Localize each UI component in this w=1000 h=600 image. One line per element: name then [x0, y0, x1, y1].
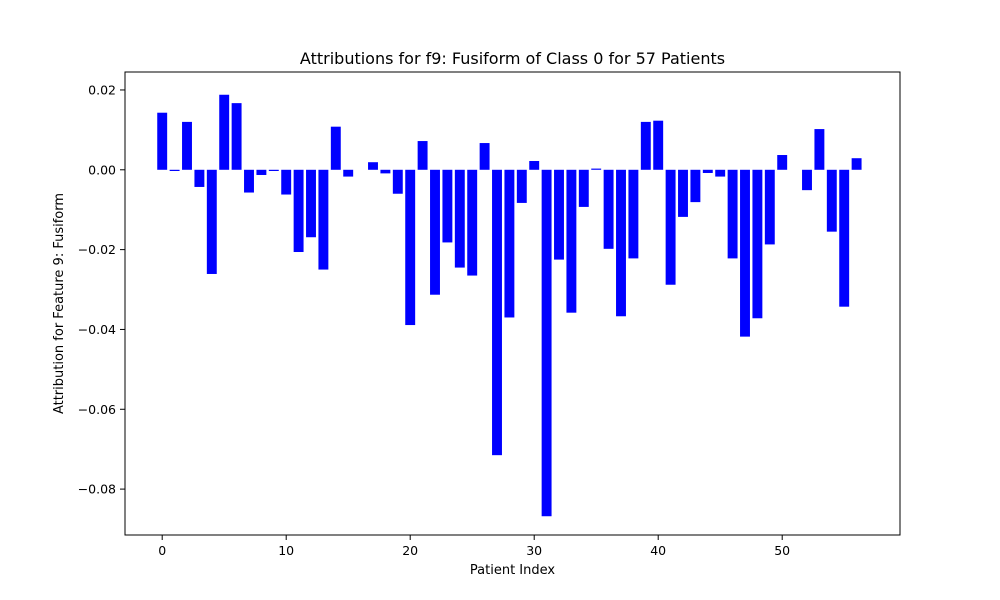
bar-patient-21 [417, 141, 428, 170]
x-tick-label: 20 [402, 543, 418, 558]
bar-patient-30 [529, 161, 540, 170]
y-tick-label: −0.04 [78, 322, 116, 337]
bar-patient-10 [281, 169, 292, 195]
bar-patient-53 [814, 129, 825, 170]
bar-patient-23 [442, 169, 453, 243]
bar-patient-1 [169, 169, 180, 171]
bar-patient-6 [231, 103, 242, 170]
x-axis: 0 10 20 30 40 50 [158, 535, 790, 558]
bar-patient-47 [740, 169, 750, 337]
bar-patient-4 [206, 169, 217, 274]
bar-patient-48 [752, 169, 763, 319]
bar-patient-56 [851, 158, 862, 170]
bar-patient-13 [318, 169, 329, 270]
bar-patient-42 [678, 169, 688, 217]
bar-patient-44 [702, 169, 713, 173]
bar-patient-2 [182, 121, 192, 170]
x-tick-label: 30 [526, 543, 542, 558]
bar-patient-32 [554, 169, 564, 260]
bar-patient-20 [405, 169, 416, 326]
bar-patient-34 [578, 169, 589, 207]
bar-patient-33 [566, 169, 577, 313]
bar-patient-36 [603, 169, 614, 249]
bar-patient-45 [715, 169, 726, 177]
bar-patient-49 [764, 169, 775, 245]
bar-patient-39 [640, 121, 651, 170]
x-tick-label: 10 [278, 543, 294, 558]
bar-patient-15 [343, 169, 354, 177]
bar-patient-38 [628, 169, 639, 259]
bar-patient-29 [516, 169, 527, 203]
bar-patient-3 [194, 169, 205, 187]
bar-patient-18 [380, 169, 391, 174]
bar-patient-41 [665, 169, 676, 285]
bar-patient-25 [467, 169, 478, 276]
y-tick-label: 0.00 [88, 162, 116, 177]
bars-group [157, 94, 862, 517]
bar-patient-14 [330, 126, 341, 170]
bar-patient-27 [492, 169, 502, 456]
bar-patient-28 [504, 169, 515, 318]
bar-patient-17 [368, 162, 378, 170]
y-tick-label: −0.06 [78, 402, 116, 417]
bar-patient-54 [826, 169, 837, 232]
y-tick-label: −0.08 [78, 482, 116, 497]
bar-patient-11 [293, 169, 304, 253]
bar-patient-43 [690, 169, 701, 203]
x-tick-label: 0 [158, 543, 166, 558]
bar-patient-31 [541, 169, 552, 517]
plot-frame [124, 71, 901, 536]
bar-patient-52 [802, 169, 812, 191]
bar-patient-19 [392, 169, 403, 194]
bar-patient-5 [219, 94, 230, 170]
x-tick-label: 50 [774, 543, 790, 558]
bar-patient-0 [157, 112, 168, 170]
bar-patient-55 [839, 169, 850, 307]
y-tick-label: −0.02 [78, 242, 116, 257]
bar-patient-8 [256, 169, 267, 175]
bar-patient-24 [454, 169, 465, 268]
bar-patient-46 [727, 169, 738, 259]
x-axis-label: Patient Index [470, 563, 555, 578]
chart-title: Attributions for f9: Fusiform of Class 0… [300, 49, 725, 68]
bar-patient-40 [653, 120, 664, 170]
y-axis-label: Attribution for Feature 9: Fusiform [52, 193, 67, 414]
bar-patient-26 [479, 143, 490, 170]
bar-patient-9 [268, 169, 279, 171]
y-tick-label: 0.02 [88, 82, 116, 97]
x-tick-label: 40 [650, 543, 666, 558]
bar-patient-22 [430, 169, 440, 295]
bar-patient-50 [777, 155, 788, 170]
y-axis: 0.02 0.00 −0.02 −0.04 −0.06 −0.08 [78, 82, 125, 497]
bar-patient-37 [616, 169, 626, 317]
bar-patient-7 [244, 169, 254, 193]
bar-patient-12 [306, 169, 316, 238]
bar-patient-35 [591, 168, 602, 170]
